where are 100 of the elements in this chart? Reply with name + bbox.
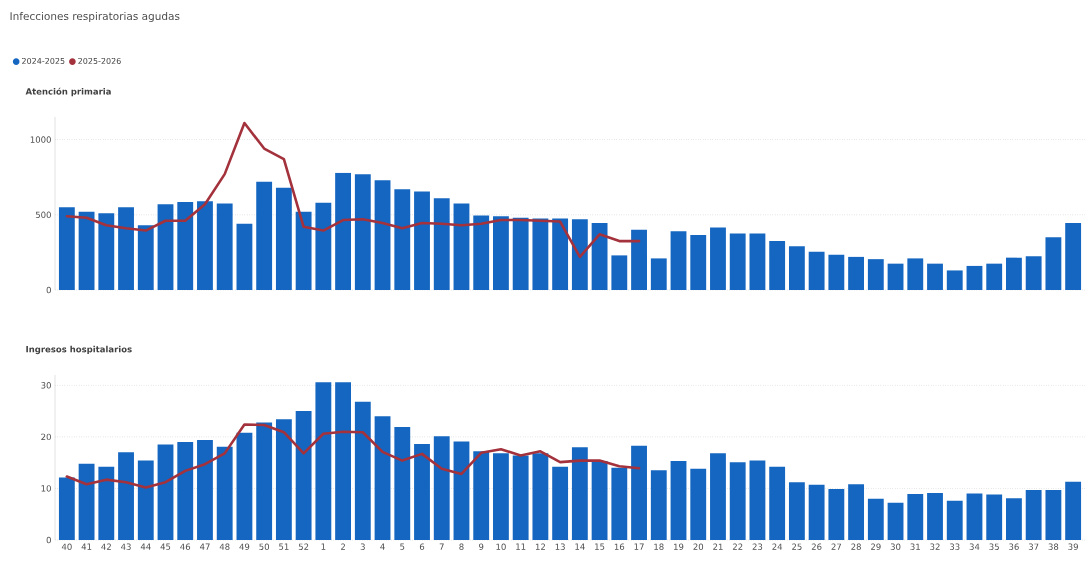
- x-tick-label: 36: [1009, 543, 1019, 550]
- bar: [453, 441, 470, 540]
- bar: [907, 258, 924, 290]
- bar: [788, 482, 805, 540]
- y-tick-label: 500: [35, 211, 51, 218]
- bar: [631, 229, 647, 290]
- bar: [98, 213, 115, 290]
- bar: [275, 187, 292, 290]
- bar: [354, 401, 371, 540]
- bar: [98, 466, 115, 540]
- x-tick-label: 46: [180, 543, 191, 550]
- bar: [828, 488, 845, 540]
- bar: [157, 444, 174, 540]
- bar: [769, 466, 786, 540]
- x-tick-label: 2: [341, 543, 345, 550]
- x-tick-label: 21: [713, 543, 723, 550]
- bar: [493, 453, 509, 540]
- bar: [1006, 498, 1022, 540]
- x-tick-label: 40: [61, 543, 72, 550]
- bar: [1006, 257, 1022, 290]
- x-tick-label: 17: [634, 543, 644, 550]
- bar: [315, 382, 332, 540]
- x-tick-label: 30: [890, 543, 901, 550]
- x-tick-label: 45: [160, 543, 171, 550]
- x-tick-label: 50: [259, 543, 270, 550]
- bar: [118, 452, 134, 540]
- bar: [197, 439, 213, 540]
- bar: [710, 227, 726, 290]
- bar: [512, 455, 529, 540]
- bar: [157, 204, 174, 290]
- x-tick-label: 9: [479, 543, 484, 550]
- bar: [670, 231, 687, 290]
- line-series: [65, 121, 641, 259]
- bar: [58, 477, 75, 540]
- bar: [1045, 237, 1062, 290]
- x-tick-label: 42: [101, 543, 111, 550]
- x-tick-label: 25: [792, 543, 802, 550]
- y-tick-label: 1000: [30, 136, 51, 143]
- bar: [552, 466, 569, 540]
- bar: [986, 494, 1003, 540]
- bar: [729, 233, 746, 290]
- chart-title: Ingresos hospitalarios: [26, 345, 132, 355]
- bar: [749, 233, 766, 290]
- x-tick-label: 37: [1028, 543, 1039, 550]
- bar: [1025, 489, 1042, 540]
- bar: [433, 198, 450, 290]
- x-tick-label: 6: [419, 543, 425, 550]
- bar: [867, 259, 884, 290]
- x-tick-label: 19: [674, 543, 684, 550]
- x-tick-label: 26: [811, 543, 822, 550]
- bar: [986, 263, 1003, 290]
- x-tick-label: 22: [732, 543, 743, 550]
- x-tick-label: 1: [321, 543, 326, 550]
- bar: [256, 181, 273, 290]
- bar: [591, 223, 608, 290]
- bar: [1045, 489, 1062, 540]
- chart-subtitle: Atención primaria: [25, 87, 111, 97]
- x-tick-label: 43: [121, 543, 131, 550]
- bar: [374, 180, 391, 290]
- bar: [808, 251, 825, 290]
- bar: [946, 270, 963, 290]
- bar: [927, 493, 943, 540]
- bar: [512, 217, 529, 290]
- bar: [690, 468, 707, 540]
- x-tick-label: 16: [614, 543, 625, 550]
- x-tick-label: 10: [496, 543, 506, 550]
- bar: [177, 201, 194, 290]
- bar: [295, 211, 312, 290]
- bar: [414, 191, 430, 290]
- x-tick-label: 39: [1068, 543, 1078, 550]
- y-tick-label: 10: [41, 485, 51, 492]
- bar: [591, 461, 608, 540]
- legend-label: 2025-2026: [78, 57, 121, 64]
- y-tick-label: 20: [41, 433, 51, 441]
- x-tick-label: 44: [140, 543, 151, 550]
- bar: [1025, 256, 1042, 290]
- bar: [453, 203, 470, 290]
- x-tick-label: 48: [219, 543, 230, 550]
- x-tick-label: 47: [199, 543, 210, 550]
- x-tick-label: 3: [360, 543, 365, 550]
- bar: [275, 419, 292, 540]
- bar: [532, 453, 549, 540]
- bar: [256, 422, 273, 540]
- bar: [571, 447, 588, 540]
- x-tick-label: 5: [400, 543, 405, 550]
- bar: [571, 219, 588, 290]
- x-tick-label: 20: [693, 543, 704, 550]
- bar: [473, 451, 490, 540]
- bar: [58, 207, 75, 290]
- bar: [690, 235, 707, 290]
- x-tick-label: 32: [930, 543, 940, 550]
- bar: [354, 174, 371, 290]
- bar: [532, 218, 549, 290]
- y-tick-label: 0: [46, 536, 51, 544]
- bar: [650, 470, 667, 540]
- x-tick-label: 52: [298, 543, 309, 550]
- legend-label: 2024-2025: [22, 57, 65, 64]
- bar: [927, 263, 943, 290]
- bar: [118, 207, 134, 290]
- bar: [650, 258, 667, 290]
